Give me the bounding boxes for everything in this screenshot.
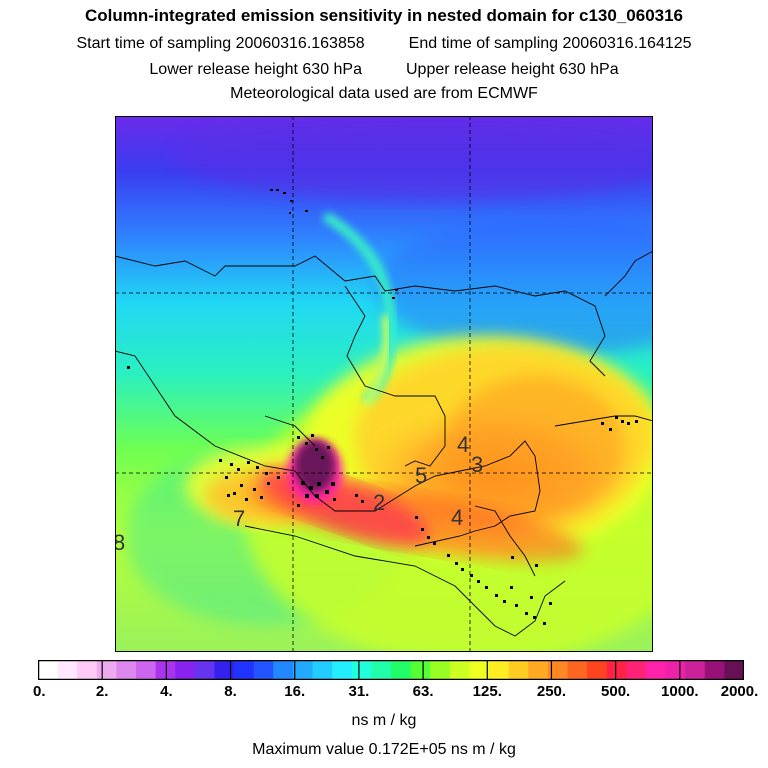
colorbar-tick-label: 63.	[412, 683, 434, 700]
colorbar-swatch	[469, 660, 490, 680]
colorbar-tick-label: 2.	[95, 683, 109, 700]
plot-title: Column-integrated emission sensitivity i…	[84, 6, 684, 25]
colorbar-swatch	[665, 660, 686, 680]
contour-label: 4	[457, 432, 469, 457]
colorbar-swatch	[38, 660, 59, 680]
start-time-label: Start time of sampling 20060316.163858	[76, 35, 365, 52]
colorbar-tick-label: 16.	[284, 683, 306, 700]
colorbar-swatch	[685, 660, 706, 680]
coastline	[115, 250, 653, 637]
colorbar-swatch	[587, 660, 608, 680]
contour-label: 8	[115, 530, 125, 555]
colorbar-swatch	[175, 660, 196, 680]
upper-height-label: Upper release height 630 hPa	[406, 61, 619, 78]
colorbar-swatch	[626, 660, 647, 680]
contour-label: 4	[451, 505, 463, 530]
colorbar-swatch	[371, 660, 392, 680]
colorbar-swatch	[214, 660, 235, 680]
colorbar-swatch	[508, 660, 529, 680]
colorbar	[37, 659, 745, 681]
colorbar-tick-label: 1000.	[661, 683, 699, 700]
contour-label: 5	[415, 463, 427, 488]
colorbar-swatch	[528, 660, 549, 680]
colorbar-tick-label: 8.	[224, 683, 237, 700]
maximum-value-label: Maximum value 0.172E+05 ns m / kg	[252, 741, 516, 758]
colorbar-frame	[37, 659, 745, 681]
colorbar-swatch	[234, 660, 255, 680]
colorbar-swatch	[547, 660, 569, 680]
colorbar-swatch	[96, 660, 118, 680]
sensitivity-map: 4 5 4 3 2 7 8	[115, 116, 653, 652]
colorbar-swatch	[410, 660, 431, 680]
colorbar-tick-label: 250.	[536, 683, 567, 700]
colorbar-swatch	[391, 660, 412, 680]
colorbar-swatches	[37, 659, 745, 681]
colorbar-swatch	[645, 660, 667, 680]
contour-labels: 4 5 4 3 2 7 8	[115, 432, 483, 555]
colorbar-swatch	[606, 660, 627, 680]
colorbar-swatch	[704, 660, 725, 680]
map-frame	[115, 116, 653, 652]
contour-label: 2	[373, 490, 385, 515]
colorbar-swatch	[273, 660, 294, 680]
colorbar-tick-label: 4.	[160, 683, 173, 700]
colorbar-swatch	[489, 660, 510, 680]
lower-height-label: Lower release height 630 hPa	[149, 61, 362, 78]
colorbar-swatch	[430, 660, 451, 680]
end-time-label: End time of sampling 20060316.164125	[408, 35, 692, 52]
colorbar-tick-label: 0.	[32, 683, 46, 700]
colorbar-tick-label: 500.	[601, 683, 631, 700]
contour-label: 3	[471, 452, 483, 477]
colorbar-swatch	[292, 660, 314, 680]
colorbar-tick-label: 2000.	[720, 683, 759, 700]
source-markers	[127, 189, 638, 625]
colorbar-tick-label: 125.	[472, 683, 502, 700]
colorbar-swatch	[567, 660, 588, 680]
colorbar-swatch	[77, 660, 98, 680]
sampling-times: Start time of sampling 20060316.163858 En…	[0, 35, 768, 53]
contour-label: 7	[233, 506, 245, 531]
colorbar-swatch	[351, 660, 372, 680]
colorbar-swatch	[136, 660, 157, 680]
colorbar-swatch	[116, 660, 137, 680]
colorbar-swatch	[194, 660, 216, 680]
colorbar-swatch	[332, 660, 353, 680]
release-heights: Lower release height 630 hPa Upper releas…	[0, 61, 768, 79]
colorbar-swatch	[724, 660, 745, 680]
grid-lines	[115, 116, 653, 652]
colorbar-swatch	[57, 660, 78, 680]
colorbar-swatch	[253, 660, 274, 680]
colorbar-swatch	[312, 660, 333, 680]
colorbar-swatch	[449, 660, 471, 680]
colorbar-tick-label: 31.	[348, 683, 370, 700]
units-label: ns m / kg	[351, 712, 417, 729]
met-data-label: Meteorological data used are from ECMWF	[230, 85, 538, 102]
